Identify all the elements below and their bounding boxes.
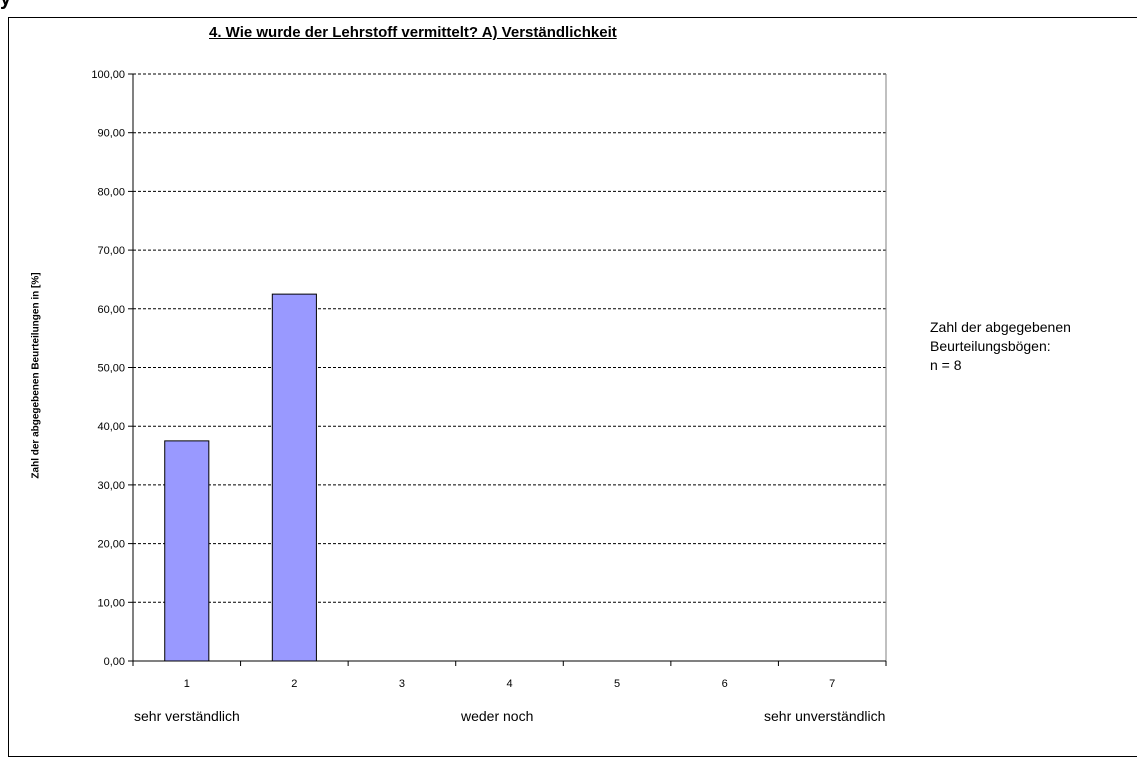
x-tick-label: 1 <box>184 678 190 690</box>
y-tick-label: 20,00 <box>97 539 125 551</box>
y-tick-label: 10,00 <box>97 597 125 609</box>
x-tick-label: 5 <box>614 678 620 690</box>
respondents-info-line-2: Beurteilungsbögen: <box>930 338 1051 354</box>
bar <box>271 293 317 662</box>
y-tick-label: 80,00 <box>97 186 125 198</box>
y-tick-label: 70,00 <box>97 245 125 257</box>
y-tick-label: 50,00 <box>97 363 125 375</box>
respondents-info-line-1: Zahl der abgegebenen <box>930 319 1071 335</box>
x-tick-label: 7 <box>829 678 835 690</box>
y-tick-label: 30,00 <box>97 480 125 492</box>
y-tick-label: 0,00 <box>104 656 125 668</box>
scale-label-middle: weder noch <box>461 708 534 724</box>
y-tick-label: 60,00 <box>97 304 125 316</box>
scale-label-left: sehr verständlich <box>134 708 240 724</box>
x-tick-label: 2 <box>291 678 297 690</box>
x-tick-label: 4 <box>506 678 512 690</box>
scale-label-right: sehr unverständlich <box>764 708 886 724</box>
chart-title: 4. Wie wurde der Lehrstoff vermittelt? A… <box>209 24 617 41</box>
y-tick-label: 100,00 <box>91 69 125 81</box>
bar <box>164 440 210 662</box>
respondents-info-count: n = 8 <box>930 357 962 373</box>
y-tick-label: 90,00 <box>97 128 125 140</box>
x-tick-label: 6 <box>722 678 728 690</box>
x-tick-label: 3 <box>399 678 405 690</box>
cropped-heading-fragment: y <box>0 0 11 9</box>
y-tick-label: 40,00 <box>97 421 125 433</box>
